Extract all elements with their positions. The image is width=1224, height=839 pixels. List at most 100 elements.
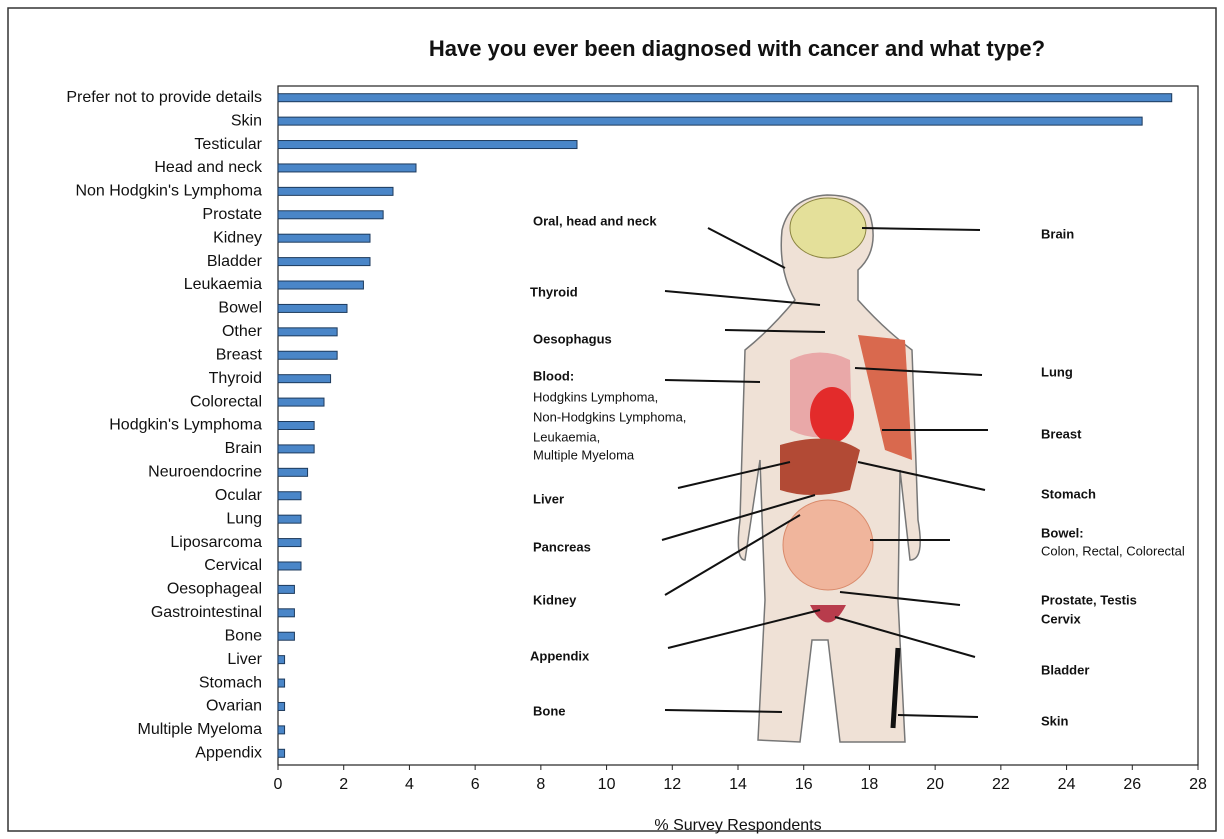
bar <box>277 421 315 430</box>
x-tick-label: 0 <box>274 776 283 793</box>
bar <box>277 210 384 220</box>
chart-title: Have you ever been diagnosed with cancer… <box>429 36 1045 61</box>
x-tick-label: 14 <box>729 776 747 793</box>
annotation: Pancreas <box>533 539 591 554</box>
y-tick-label: Brain <box>225 440 262 457</box>
heart-shape <box>810 387 854 443</box>
y-tick-label: Neuroendocrine <box>148 464 262 481</box>
annotation: Lung <box>1041 364 1073 379</box>
bar <box>277 584 295 594</box>
annotation: Breast <box>1041 426 1082 441</box>
annotation: Leukaemia, <box>533 429 600 444</box>
annotation: Skin <box>1041 713 1069 728</box>
page-frame <box>7 7 1217 832</box>
annotation: Liver <box>533 491 564 506</box>
bar <box>277 257 371 267</box>
bar <box>277 514 302 524</box>
bar <box>277 303 348 313</box>
leader-line <box>661 494 816 541</box>
y-tick-label: Ocular <box>215 487 263 504</box>
x-tick-label: 10 <box>598 776 616 793</box>
y-tick-label: Thyroid <box>209 370 262 387</box>
bar <box>277 163 417 173</box>
x-tick-label: 6 <box>471 776 480 793</box>
x-tick-label: 8 <box>536 776 545 793</box>
bar <box>277 725 286 735</box>
y-tick-label: Hodgkin's Lymphoma <box>109 417 262 434</box>
x-tick-label: 2 <box>339 776 348 793</box>
y-tick-label: Breast <box>216 346 263 363</box>
bar <box>277 93 1173 103</box>
y-tick-label: Cervical <box>204 557 262 574</box>
annotation: Non-Hodgkins Lymphoma, <box>533 409 686 424</box>
leader-line <box>664 290 821 306</box>
bar <box>277 678 286 688</box>
y-tick-label: Gastrointestinal <box>151 604 262 621</box>
annotation: Oral, head and neck <box>533 213 657 228</box>
annotation: Kidney <box>533 592 577 607</box>
annotation: Colon, Rectal, Colorectal <box>1041 543 1185 558</box>
bar <box>277 140 578 150</box>
bar <box>277 655 286 665</box>
bar <box>277 116 1143 126</box>
leader-line <box>707 227 786 269</box>
x-tick-label: 16 <box>795 776 813 793</box>
annotation: Multiple Myeloma <box>533 447 635 462</box>
anatomy-illustration <box>661 194 988 743</box>
leader-line <box>677 461 791 489</box>
y-tick-label: Bowel <box>218 300 262 317</box>
y-tick-label: Oesophageal <box>167 581 262 598</box>
y-tick-label: Testicular <box>194 136 262 153</box>
bar <box>277 608 295 618</box>
y-tick-label: Head and neck <box>154 159 263 176</box>
bar <box>277 327 338 337</box>
y-tick-label: Skin <box>231 112 262 129</box>
annotation: Thyroid <box>530 284 578 299</box>
y-tick-label: Ovarian <box>206 698 262 715</box>
leader-line <box>664 514 801 596</box>
bar <box>277 233 371 243</box>
annotation: Oesophagus <box>533 331 612 346</box>
bar <box>277 350 338 360</box>
annotation: Hodgkins Lymphoma, <box>533 389 658 404</box>
annotation: Brain <box>1041 226 1074 241</box>
annotation: Cervix <box>1041 611 1082 626</box>
leader-line <box>897 714 979 718</box>
y-tick-label: Multiple Myeloma <box>138 721 263 738</box>
bar <box>277 397 325 407</box>
leader-line <box>834 616 976 658</box>
annotation: Prostate, Testis <box>1041 592 1137 607</box>
y-tick-label: Other <box>222 323 263 340</box>
y-tick-label: Prostate <box>202 206 262 223</box>
y-tick-label: Colorectal <box>190 393 262 410</box>
y-tick-label: Bone <box>225 627 262 644</box>
x-axis-label: % Survey Respondents <box>654 817 821 834</box>
leader-line <box>664 379 761 383</box>
y-tick-label: Liver <box>227 651 262 668</box>
x-tick-label: 20 <box>926 776 944 793</box>
x-tick-label: 26 <box>1123 776 1141 793</box>
y-tick-label: Liposarcoma <box>170 534 262 551</box>
leader-line <box>854 367 983 376</box>
y-tick-label: Stomach <box>199 674 262 691</box>
leader-line <box>857 461 986 491</box>
annotation: Stomach <box>1041 486 1096 501</box>
bar <box>277 631 295 641</box>
bar <box>277 467 309 477</box>
bar <box>277 561 302 571</box>
x-tick-label: 18 <box>861 776 879 793</box>
bar <box>277 701 286 711</box>
annotation: Bone <box>533 703 566 718</box>
y-tick-label: Appendix <box>195 745 262 762</box>
x-tick-label: 22 <box>992 776 1010 793</box>
leader-line <box>724 329 826 333</box>
x-tick-label: 24 <box>1058 776 1076 793</box>
leader-line <box>667 609 821 649</box>
intestine-shape <box>782 499 874 591</box>
x-tick-label: 4 <box>405 776 414 793</box>
y-tick-label: Leukaemia <box>184 276 262 293</box>
bar <box>277 280 364 290</box>
x-tick-label: 12 <box>663 776 681 793</box>
y-tick-label: Kidney <box>213 229 262 246</box>
